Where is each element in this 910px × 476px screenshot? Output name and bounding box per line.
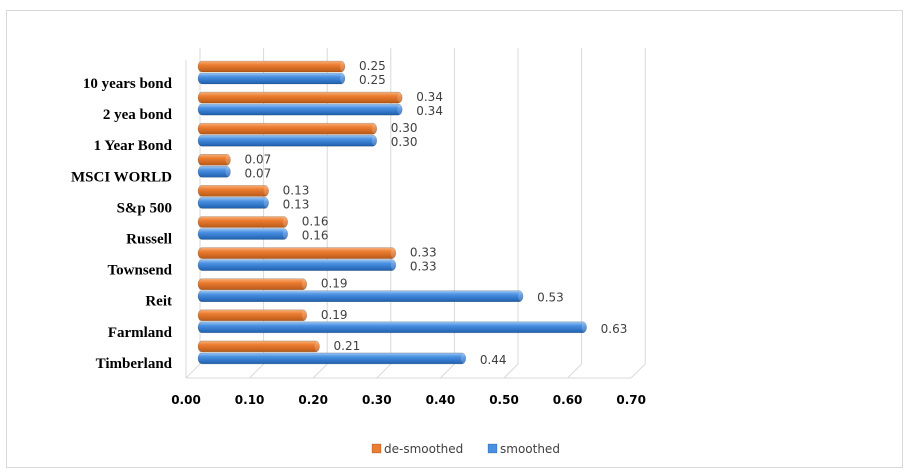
gridline-floor — [185, 363, 201, 379]
data-label-smoothed: 0.30 — [391, 135, 418, 149]
bar-de-smoothed — [197, 185, 270, 197]
data-label-de-smoothed: 0.33 — [410, 246, 437, 260]
bar-de-smoothed — [197, 154, 232, 166]
bar-de-smoothed — [197, 247, 397, 259]
category-label: Timberland — [96, 356, 173, 372]
gridline-floor — [567, 363, 582, 379]
bar-smoothed — [197, 72, 346, 85]
data-label-de-smoothed: 0.16 — [302, 215, 329, 229]
gridline-floor — [630, 363, 646, 379]
data-label-smoothed: 0.25 — [359, 73, 386, 87]
data-label-de-smoothed: 0.34 — [416, 90, 443, 104]
data-label-smoothed: 0.07 — [245, 166, 272, 180]
category-label: Russell — [126, 232, 172, 248]
gridline-floor — [440, 363, 455, 379]
category-label: 10 years bond — [83, 76, 173, 92]
bar-smoothed — [197, 166, 232, 178]
data-label-smoothed: 0.53 — [537, 291, 564, 305]
category-label: 1 Year Bond — [94, 138, 173, 154]
x-tick-label: 0.30 — [362, 393, 392, 407]
gridline-floor — [249, 363, 264, 379]
bar-de-smoothed — [197, 91, 404, 104]
data-label-smoothed: 0.33 — [410, 260, 437, 274]
bar-de-smoothed — [197, 122, 378, 135]
bar-smoothed — [197, 103, 404, 116]
bar-de-smoothed — [197, 278, 308, 291]
bar-smoothed — [197, 352, 467, 365]
bar-smoothed — [197, 321, 588, 334]
bar-de-smoothed — [197, 216, 289, 228]
bar-smoothed — [197, 228, 289, 240]
x-tick-label: 0.20 — [298, 393, 328, 407]
bar-smoothed — [197, 290, 525, 303]
data-label-smoothed: 0.13 — [283, 197, 310, 211]
legend-label: smoothed — [500, 442, 560, 456]
legend: de-smoothed smoothed — [371, 442, 560, 456]
bars — [197, 60, 588, 365]
x-tick-label: 0.50 — [489, 393, 519, 407]
category-label: 2 yea bond — [103, 107, 173, 123]
category-label: MSCI WORLD — [71, 169, 172, 185]
labels: 0.00 0.10 0.20 0.30 0.40 0.50 0.60 0.70 0.250.25… — [71, 59, 646, 407]
bar-de-smoothed — [197, 309, 308, 322]
data-label-smoothed: 0.16 — [302, 229, 329, 243]
data-label-smoothed: 0.34 — [416, 104, 443, 118]
bar-smoothed — [197, 259, 397, 271]
data-label-de-smoothed: 0.19 — [321, 277, 348, 291]
bar-smoothed — [197, 197, 270, 209]
data-label-de-smoothed: 0.25 — [359, 59, 386, 73]
legend-swatch — [371, 443, 382, 454]
x-tick-label: 0.60 — [553, 393, 583, 407]
bar-smoothed — [197, 134, 378, 147]
category-label: S&p 500 — [117, 200, 172, 216]
x-tick-label: 0.70 — [616, 393, 646, 407]
legend-swatch — [487, 443, 498, 454]
data-label-de-smoothed: 0.19 — [321, 308, 348, 322]
data-label-de-smoothed: 0.30 — [391, 121, 418, 135]
data-label-de-smoothed: 0.07 — [245, 152, 272, 166]
category-label: Farmland — [108, 325, 173, 341]
x-tick-label: 0.00 — [171, 393, 201, 407]
data-label-smoothed: 0.44 — [480, 353, 507, 367]
legend-label: de-smoothed — [384, 442, 463, 456]
bar-de-smoothed — [197, 60, 346, 73]
category-label: Townsend — [108, 263, 173, 279]
data-label-de-smoothed: 0.21 — [334, 339, 361, 353]
category-label: Reit — [145, 294, 172, 310]
x-tick-label: 0.10 — [235, 393, 265, 407]
gridline-floor — [376, 363, 392, 379]
gridline-floor — [312, 363, 328, 379]
x-tick-label: 0.40 — [426, 393, 456, 407]
bar-de-smoothed — [197, 340, 321, 353]
data-label-smoothed: 0.63 — [601, 322, 628, 336]
data-label-de-smoothed: 0.13 — [283, 183, 310, 197]
gridline-floor — [503, 363, 519, 379]
